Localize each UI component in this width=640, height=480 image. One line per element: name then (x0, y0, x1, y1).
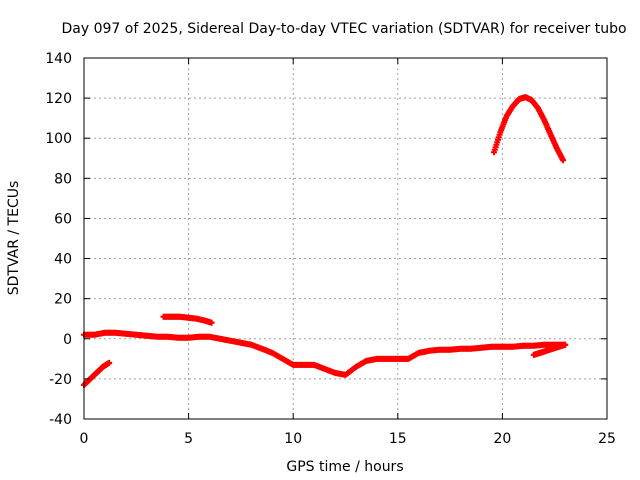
series-late-cluster (530, 341, 569, 358)
x-tick-label: 10 (284, 431, 302, 447)
y-tick-label: 0 (63, 332, 72, 348)
data-point (106, 359, 113, 366)
series-early-drop (81, 359, 113, 388)
x-tick-label: 0 (80, 431, 89, 447)
axis-ticks (83, 57, 608, 420)
y-tick-label: 120 (45, 91, 72, 107)
y-tick-label: -40 (49, 412, 72, 428)
x-tick-label: 25 (598, 431, 616, 447)
x-axis-label: GPS time / hours (286, 459, 403, 475)
y-tick-label: 140 (45, 51, 72, 67)
x-tick-label: 15 (389, 431, 407, 447)
y-tick-label: 80 (54, 171, 72, 187)
series-main (81, 329, 569, 378)
y-tick-label: 100 (45, 131, 72, 147)
plot-frame (83, 57, 608, 420)
data-points (81, 94, 569, 388)
series-high-arc (491, 94, 567, 164)
y-tick-label: 20 (54, 292, 72, 308)
x-tick-labels: 0 5 10 15 20 25 (80, 431, 616, 447)
chart-title: Day 097 of 2025, Sidereal Day-to-day VTE… (61, 21, 626, 37)
y-tick-label: -20 (49, 372, 72, 388)
y-tick-label: 60 (54, 211, 72, 227)
grid-lines (84, 58, 607, 419)
x-tick-label: 5 (184, 431, 193, 447)
y-tick-label: 40 (54, 252, 72, 268)
series-mid-bump (160, 313, 215, 326)
data-point (560, 157, 567, 164)
y-tick-labels: -40 -20 0 20 40 60 80 100 120 140 (45, 51, 72, 428)
data-point (208, 319, 215, 326)
x-tick-label: 20 (493, 431, 511, 447)
data-point (562, 341, 569, 348)
y-axis-label: SDTVAR / TECUs (6, 181, 22, 296)
